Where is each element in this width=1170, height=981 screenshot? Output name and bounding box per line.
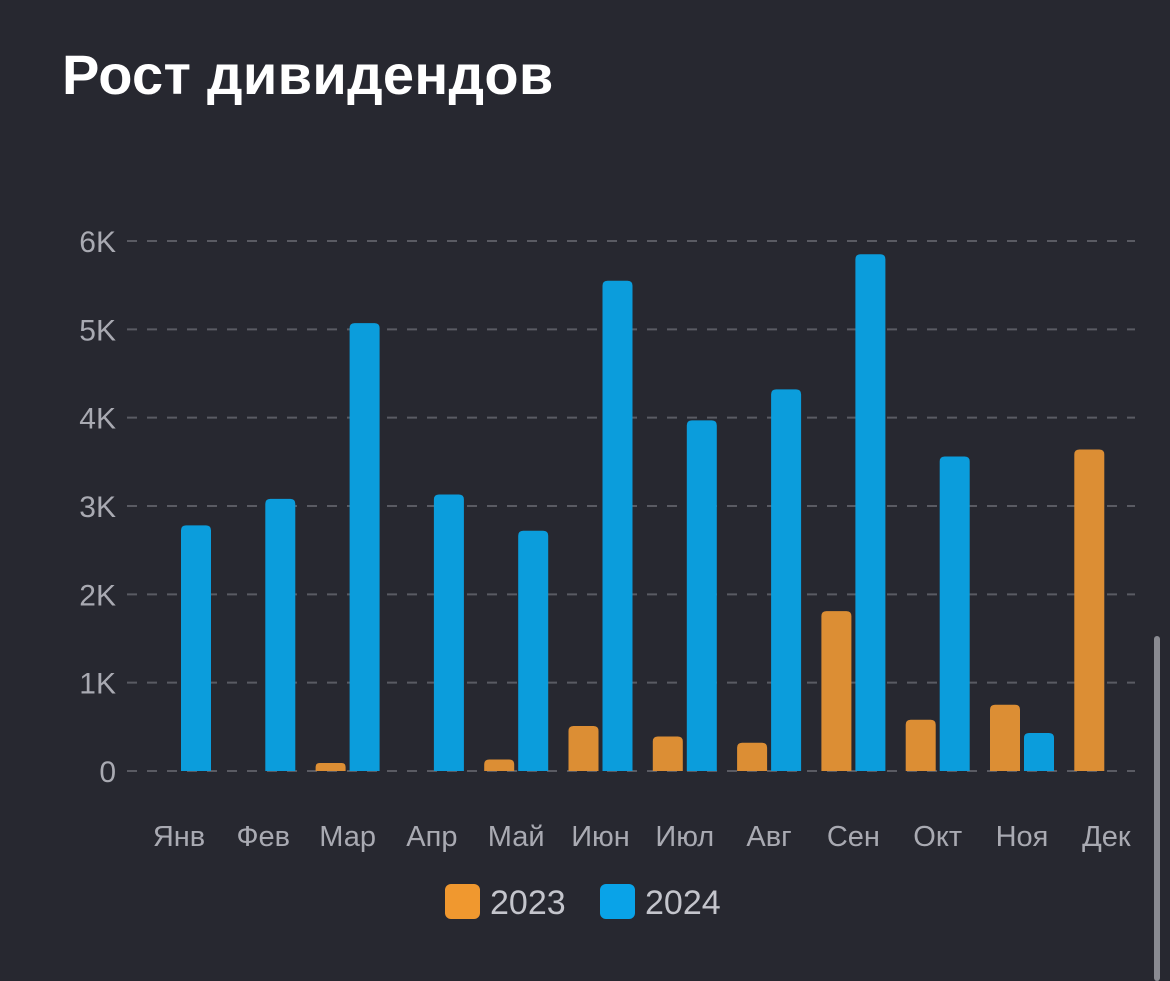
y-axis-ticks: 0 1K 2K 3K 4K 5K 6K (79, 226, 116, 789)
bar-2023-Июл[interactable] (652, 736, 683, 771)
bar-2024-Фев[interactable] (265, 498, 296, 771)
bar-2024-Янв[interactable] (181, 525, 211, 771)
y-tick-label: 0 (99, 756, 116, 789)
legend-label-2023[interactable]: 2023 (490, 884, 566, 922)
scrollbar[interactable] (1154, 636, 1160, 981)
y-tick-label: 4K (79, 403, 116, 436)
x-tick-label: Дек (1082, 821, 1131, 853)
bar-2023-Дек[interactable] (1074, 449, 1105, 771)
legend-label-2024[interactable]: 2024 (645, 884, 721, 922)
x-tick-label: Янв (153, 821, 205, 853)
x-tick-label: Авг (746, 821, 791, 853)
x-tick-label: Май (488, 821, 545, 853)
y-tick-label: 6K (79, 226, 116, 259)
bar-2023-Сен[interactable] (821, 611, 852, 771)
bar-2024-Апр[interactable] (433, 494, 464, 771)
bar-2023-Мар[interactable] (315, 763, 346, 771)
x-tick-label: Сен (827, 821, 880, 853)
y-tick-label: 3K (79, 491, 116, 524)
x-axis-ticks: Янв Фев Мар Апр Май Июн Июл Авг Сен Окт Ноя Дек (153, 821, 1131, 853)
x-tick-label: Ноя (996, 821, 1049, 853)
bars (181, 254, 1105, 771)
legend-swatch-2024[interactable] (600, 884, 635, 919)
bar-2024-Ноя[interactable] (1024, 733, 1054, 771)
bar-2023-Авг[interactable] (737, 742, 768, 771)
bar-2024-Авг[interactable] (771, 389, 802, 771)
x-tick-label: Июн (571, 821, 630, 853)
x-tick-label: Фев (237, 821, 291, 853)
chart-title: Рост дивидендов (62, 43, 554, 106)
bar-2024-Сен[interactable] (855, 254, 886, 771)
bar-2024-Май[interactable] (518, 530, 549, 771)
bar-2024-Июн[interactable] (602, 280, 633, 771)
y-tick-label: 2K (79, 579, 116, 612)
bar-2024-Июл[interactable] (686, 420, 717, 771)
bar-2024-Окт[interactable] (939, 456, 970, 771)
y-tick-label: 5K (79, 314, 116, 347)
bar-2023-Окт[interactable] (905, 719, 936, 771)
bar-2023-Май[interactable] (484, 759, 515, 771)
bar-2023-Ноя[interactable] (990, 704, 1020, 771)
legend-swatch-2023[interactable] (445, 884, 480, 919)
bar-2023-Июн[interactable] (568, 725, 599, 771)
x-tick-label: Апр (406, 821, 457, 853)
x-tick-label: Окт (913, 821, 962, 853)
legend: 2023 2024 (445, 884, 721, 922)
bar-2024-Мар[interactable] (349, 323, 380, 771)
x-tick-label: Июл (655, 821, 714, 853)
y-tick-label: 1K (79, 668, 116, 701)
x-tick-label: Мар (319, 821, 376, 853)
